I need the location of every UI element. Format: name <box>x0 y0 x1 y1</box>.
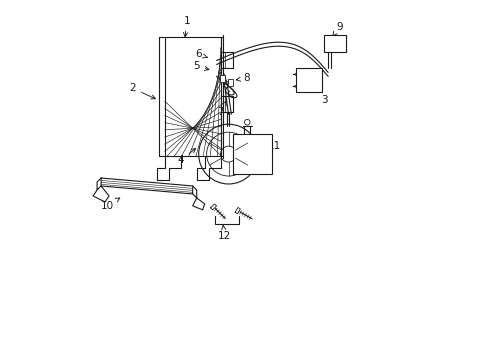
Text: 9: 9 <box>332 22 343 36</box>
Bar <box>324 35 346 53</box>
Polygon shape <box>235 207 240 214</box>
Polygon shape <box>210 204 216 210</box>
Text: 6: 6 <box>195 49 207 59</box>
Text: 4: 4 <box>177 148 195 165</box>
Text: 10: 10 <box>100 198 120 211</box>
Text: 5: 5 <box>193 62 208 71</box>
Text: 2: 2 <box>129 84 155 99</box>
Text: 8: 8 <box>236 73 249 84</box>
Text: 7: 7 <box>217 101 225 117</box>
Bar <box>164 37 220 156</box>
Bar <box>228 79 232 86</box>
Text: 12: 12 <box>218 225 231 241</box>
Text: 11: 11 <box>262 141 281 151</box>
Text: 1: 1 <box>183 15 190 37</box>
Bar <box>220 75 224 82</box>
Bar <box>296 68 322 92</box>
Text: 3: 3 <box>314 87 327 105</box>
Bar <box>232 134 272 174</box>
